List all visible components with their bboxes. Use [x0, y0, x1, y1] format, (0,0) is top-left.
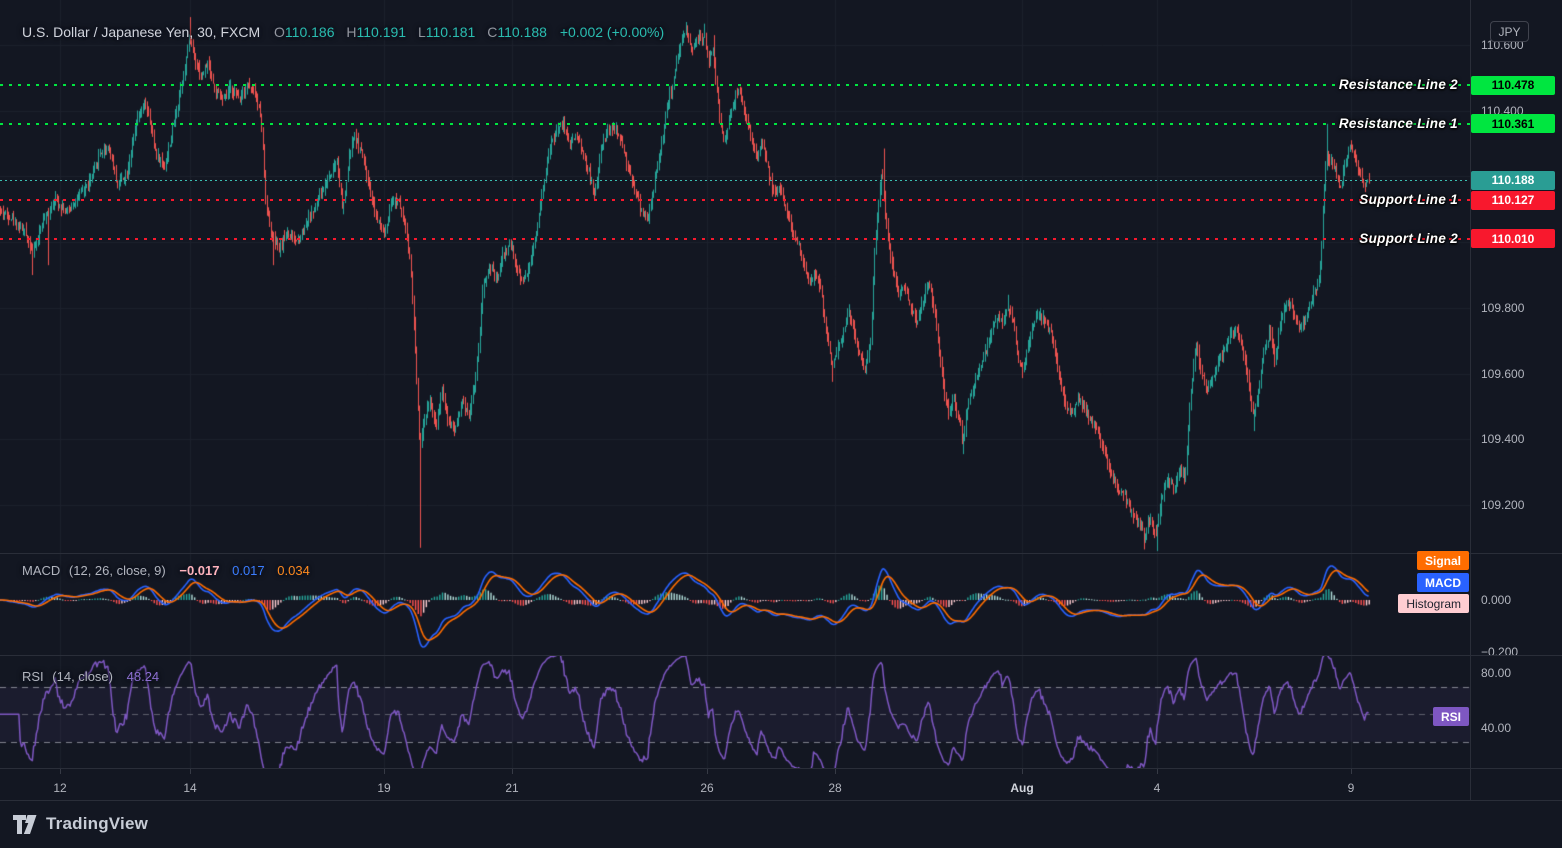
- time-label-14: 14: [183, 781, 197, 795]
- level-line-current-price[interactable]: [0, 180, 1470, 182]
- time-label-19: 19: [377, 781, 391, 795]
- rsi-legend[interactable]: RSI (14, close) 48.24: [22, 669, 159, 684]
- price-badge-resistance-line-2: 110.478: [1471, 75, 1555, 95]
- level-line-support-line-2[interactable]: [0, 237, 1470, 240]
- time-tick-9: [1351, 769, 1352, 774]
- time-tick-19: [384, 769, 385, 774]
- time-axis-divider: [0, 768, 1562, 769]
- level-label-resistance-line-1[interactable]: Resistance Line 1: [1338, 115, 1458, 131]
- time-tick-12: [60, 769, 61, 774]
- tradingview-logo-icon: [13, 814, 37, 834]
- tradingview-logo[interactable]: TradingView: [13, 814, 148, 834]
- macd-legend[interactable]: MACD (12, 26, close, 9) −0.017 0.017 0.0…: [22, 563, 310, 578]
- rsi-legend-name: RSI: [22, 669, 44, 684]
- macd-rsi-pane-divider[interactable]: [0, 655, 1562, 656]
- high-value: 110.191: [356, 24, 407, 40]
- price-badge-support-line-2: 110.010: [1471, 229, 1555, 249]
- time-tick-4: [1157, 769, 1158, 774]
- macd-legend-params: (12, 26, close, 9): [68, 563, 166, 578]
- price-pane-canvas[interactable]: [0, 0, 1470, 553]
- macd-legend-name: MACD: [22, 563, 61, 578]
- open-value: 110.186: [284, 24, 335, 40]
- histogram-label-badge[interactable]: Histogram: [1398, 594, 1469, 613]
- change-value: +0.002 (+0.00%): [559, 24, 665, 40]
- close-value: 110.188: [497, 24, 547, 40]
- time-label-4: 4: [1153, 781, 1161, 795]
- time-tick-21: [512, 769, 513, 774]
- macd-signal-value: 0.034: [277, 563, 310, 578]
- histogram-label-text: Histogram: [1406, 596, 1461, 611]
- open-label: O: [274, 24, 285, 40]
- macd-label-text: MACD: [1425, 575, 1461, 590]
- time-label-Aug: Aug: [1010, 781, 1034, 795]
- time-tick-14: [190, 769, 191, 774]
- time-tick-Aug: [1022, 769, 1023, 774]
- price-macd-pane-divider[interactable]: [0, 553, 1562, 554]
- macd-line-value: 0.017: [232, 563, 265, 578]
- currency-badge[interactable]: JPY: [1490, 21, 1529, 42]
- price-tick-109.600: 109.600: [1481, 366, 1525, 381]
- time-label-9: 9: [1347, 781, 1355, 795]
- rsi-tick-40.00: 40.00: [1481, 721, 1512, 735]
- level-line-resistance-line-2[interactable]: [0, 84, 1470, 87]
- rsi-tick-80.00: 80.00: [1481, 666, 1512, 680]
- signal-label-text: Signal: [1424, 553, 1461, 568]
- rsi-label-badge[interactable]: RSI: [1432, 707, 1469, 726]
- close-label: C: [487, 24, 498, 40]
- time-label-28: 28: [828, 781, 842, 795]
- time-tick-26: [707, 769, 708, 774]
- rsi-legend-params: (14, close): [52, 669, 113, 684]
- level-line-support-line-1[interactable]: [0, 199, 1470, 202]
- price-badge-resistance-line-1: 110.361: [1471, 114, 1555, 134]
- price-axis[interactable]: [1470, 0, 1562, 800]
- level-label-resistance-line-2[interactable]: Resistance Line 2: [1338, 77, 1458, 93]
- rsi-value: 48.24: [126, 669, 160, 684]
- low-label: L: [417, 24, 426, 40]
- signal-label-badge[interactable]: Signal: [1416, 551, 1469, 570]
- price-badge-support-line-1: 110.127: [1471, 190, 1555, 210]
- high-label: H: [346, 24, 357, 40]
- rsi-pane-canvas[interactable]: [0, 655, 1470, 768]
- level-label-support-line-2[interactable]: Support Line 2: [1359, 231, 1458, 247]
- macd-tick-0.000: 0.000: [1481, 593, 1512, 607]
- time-label-26: 26: [700, 781, 714, 795]
- low-value: 110.181: [425, 24, 476, 40]
- price-tick-109.200: 109.200: [1481, 498, 1525, 513]
- macd-pane-canvas[interactable]: [0, 553, 1470, 655]
- tradingview-logo-text: TradingView: [46, 814, 149, 833]
- level-label-support-line-1[interactable]: Support Line 1: [1359, 192, 1458, 208]
- price-tick-109.800: 109.800: [1481, 300, 1525, 315]
- macd-tick-−0.200: −0.200: [1481, 645, 1519, 659]
- footer-divider: [0, 800, 1562, 801]
- symbol-legend[interactable]: U.S. Dollar / Japanese Yen, 30, FXCM O11…: [22, 24, 664, 40]
- time-label-12: 12: [53, 781, 67, 795]
- price-badge-current-price: 110.188: [1471, 170, 1555, 190]
- macd-label-badge[interactable]: MACD: [1417, 573, 1469, 592]
- level-line-resistance-line-1[interactable]: [0, 122, 1470, 125]
- time-label-21: 21: [505, 781, 519, 795]
- rsi-label-text: RSI: [1440, 709, 1461, 724]
- currency-badge-label: JPY: [1498, 24, 1521, 39]
- macd-histogram-value: −0.017: [179, 563, 220, 578]
- price-tick-109.400: 109.400: [1481, 432, 1525, 447]
- time-tick-28: [835, 769, 836, 774]
- symbol-title: U.S. Dollar / Japanese Yen, 30, FXCM: [22, 24, 261, 40]
